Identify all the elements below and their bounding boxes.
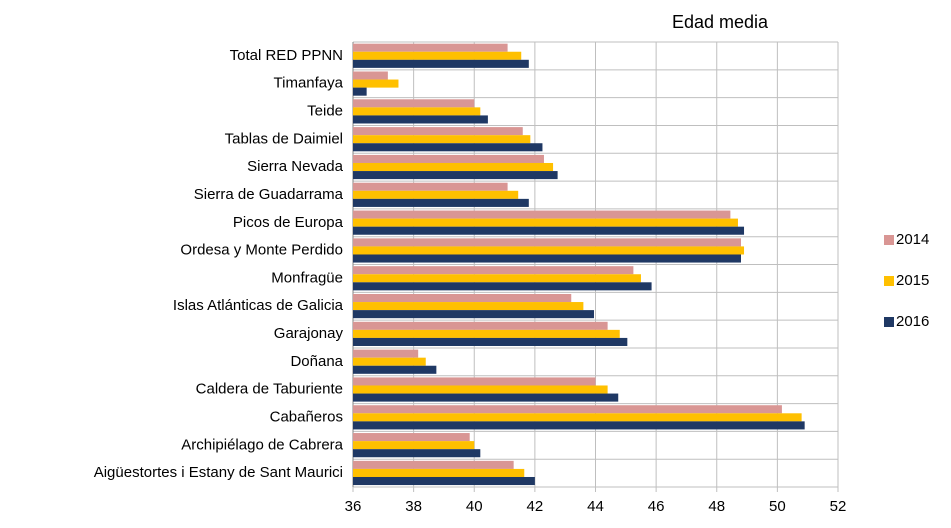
y-tick-label: Tablas de Daimiel [225,130,343,147]
bar [353,476,535,486]
bar [353,198,529,207]
x-tick-label: 48 [708,498,725,515]
x-tick-label: 40 [466,498,483,515]
legend-label: 2014 [896,231,929,248]
y-tick-label: Ordesa y Monte Perdido [180,242,343,259]
bar [353,87,367,96]
bar [353,43,508,52]
bar [353,293,572,303]
legend-swatch [884,235,894,245]
y-tick-label: Cabañeros [270,408,343,425]
bar [353,218,738,227]
bar [353,226,745,235]
y-tick-label: Picos de Europa [233,214,344,231]
chart-title: Edad media [672,12,769,32]
bar [353,441,475,450]
bar [353,393,619,402]
y-tick-label: Timanfaya [274,75,344,92]
bar [353,154,544,163]
y-tick-label: Archipiélago de Cabrera [181,436,343,453]
bar [353,274,641,283]
bar [353,433,470,442]
y-tick-label: Sierra de Guadarrama [194,186,344,203]
bar [353,71,388,80]
bar [353,107,481,116]
y-tick-label: Caldera de Taburiente [196,381,343,398]
bar [353,162,554,172]
bar [353,337,628,346]
y-tick-label: Total RED PPNN [230,47,343,64]
y-tick-label: Doñana [290,353,343,370]
bar [353,79,399,88]
bar [353,405,782,414]
bar [353,246,745,255]
bar [353,99,475,108]
bar [353,254,741,263]
x-tick-label: 46 [648,498,665,515]
bar [353,135,531,144]
bar [353,310,594,319]
y-tick-label: Monfragüe [271,269,343,286]
bar [353,210,731,219]
bar [353,321,608,330]
x-tick-label: 44 [587,498,604,515]
bar [353,460,514,469]
bar [353,238,741,247]
y-tick-label: Islas Atlánticas de Galicia [173,297,344,314]
bar [353,449,481,458]
y-tick-label: Aigüestortes i Estany de Sant Maurici [94,464,343,481]
bar [353,115,488,124]
bar [353,171,558,180]
bar [353,413,802,422]
bar [353,127,523,136]
bar [353,182,508,191]
bar [353,266,634,275]
bar [353,421,805,430]
legend-swatch [884,276,894,286]
bar [353,385,608,394]
x-tick-label: 42 [527,498,544,515]
x-tick-label: 50 [769,498,786,515]
bar [353,357,426,366]
bar [353,377,596,386]
legend-swatch [884,317,894,327]
bar [353,329,620,338]
bar [353,59,529,68]
legend-label: 2016 [896,313,929,330]
bar [353,365,437,374]
bar [353,349,419,358]
x-tick-label: 38 [405,498,422,515]
y-tick-label: Teide [307,103,343,120]
legend-label: 2015 [896,272,929,289]
x-tick-label: 52 [830,498,847,515]
y-tick-label: Garajonay [274,325,344,342]
bar [353,190,519,199]
bar [353,302,584,311]
bar [353,468,525,477]
bar [353,51,522,60]
bar [353,143,543,152]
bar [353,282,652,291]
y-tick-label: Sierra Nevada [247,158,344,175]
x-tick-label: 36 [345,498,362,515]
